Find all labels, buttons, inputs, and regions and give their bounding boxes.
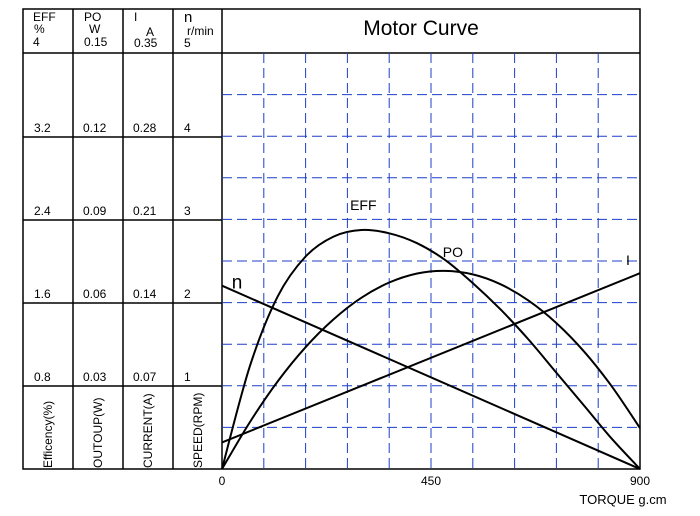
- scale-value: 2.4: [34, 204, 51, 218]
- series-i-line: [221, 272, 641, 444]
- eff-header-unit: %: [34, 22, 45, 36]
- axis-name-current: CURRENT(A): [141, 393, 155, 468]
- scale-value: 0.07: [133, 370, 157, 384]
- scale-value: 0.12: [83, 121, 107, 135]
- chart-title: Motor Curve: [363, 17, 479, 40]
- x-tick-label: 0: [219, 474, 226, 488]
- scale-value: 0.09: [83, 204, 107, 218]
- grid: [222, 53, 640, 469]
- po-header-unit: W: [89, 22, 101, 36]
- axis-name-speed: SPEED(RPM): [191, 393, 205, 468]
- n-header-max: 5: [184, 36, 191, 50]
- axis-names: Efficency(%) OUTOUP(W) CURRENT(A) SPEED(…: [41, 393, 205, 468]
- scale-value: 0.21: [133, 204, 157, 218]
- x-tick-label: 900: [630, 474, 650, 488]
- axis-name-output: OUTOUP(W): [91, 398, 105, 468]
- scale-value: 0.06: [83, 287, 107, 301]
- po-header-name: PO: [84, 10, 101, 24]
- po-header-max: 0.15: [84, 35, 108, 49]
- scale-value: 0.14: [133, 287, 157, 301]
- scale-values: 3.2 0.12 0.28 4 2.4 0.09 0.21 3 1.6 0.06…: [34, 121, 191, 384]
- axis-name-efficiency: Efficency(%): [41, 401, 55, 468]
- scale-headers: EFF % 4 PO W 0.15 I A 0.35 n r/min 5: [33, 9, 214, 50]
- scale-value: 1.6: [34, 287, 51, 301]
- eff-header-max: 4: [33, 35, 40, 49]
- x-ticks: 0 450 900: [219, 474, 651, 488]
- scale-value: 0.8: [34, 370, 51, 384]
- series-i-label: I: [626, 252, 630, 268]
- scale-value: 4: [184, 121, 191, 135]
- table-frame: [22, 8, 641, 470]
- series-eff-line: [221, 228, 641, 470]
- eff-header-name: EFF: [33, 10, 56, 24]
- series-n-line: [221, 284, 641, 470]
- n-header-name: n: [184, 9, 192, 26]
- series-po-label: PO: [443, 244, 463, 260]
- scale-value: 0.28: [133, 121, 157, 135]
- series-eff-label: EFF: [350, 197, 376, 213]
- scale-table: [22, 8, 641, 470]
- scale-value: 3.2: [34, 121, 51, 135]
- i-header-name: I: [134, 10, 137, 24]
- i-header-max: 0.35: [134, 36, 158, 50]
- curves: [221, 228, 641, 470]
- series-po-line: [221, 269, 641, 470]
- scale-value: 3: [184, 204, 191, 218]
- series-n-label: n: [232, 273, 243, 294]
- n-header-unit: r/min: [187, 24, 214, 38]
- x-tick-label: 450: [421, 474, 441, 488]
- x-axis-label: TORQUE g.cm: [579, 492, 666, 507]
- scale-value: 1: [184, 370, 191, 384]
- series-labels: EFF PO In: [232, 197, 630, 294]
- scale-value: 0.03: [83, 370, 107, 384]
- i-header-unit: A: [146, 25, 154, 39]
- scale-value: 2: [184, 287, 191, 301]
